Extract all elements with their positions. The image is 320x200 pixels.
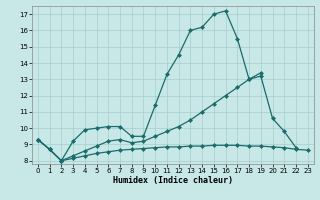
X-axis label: Humidex (Indice chaleur): Humidex (Indice chaleur) (113, 176, 233, 185)
